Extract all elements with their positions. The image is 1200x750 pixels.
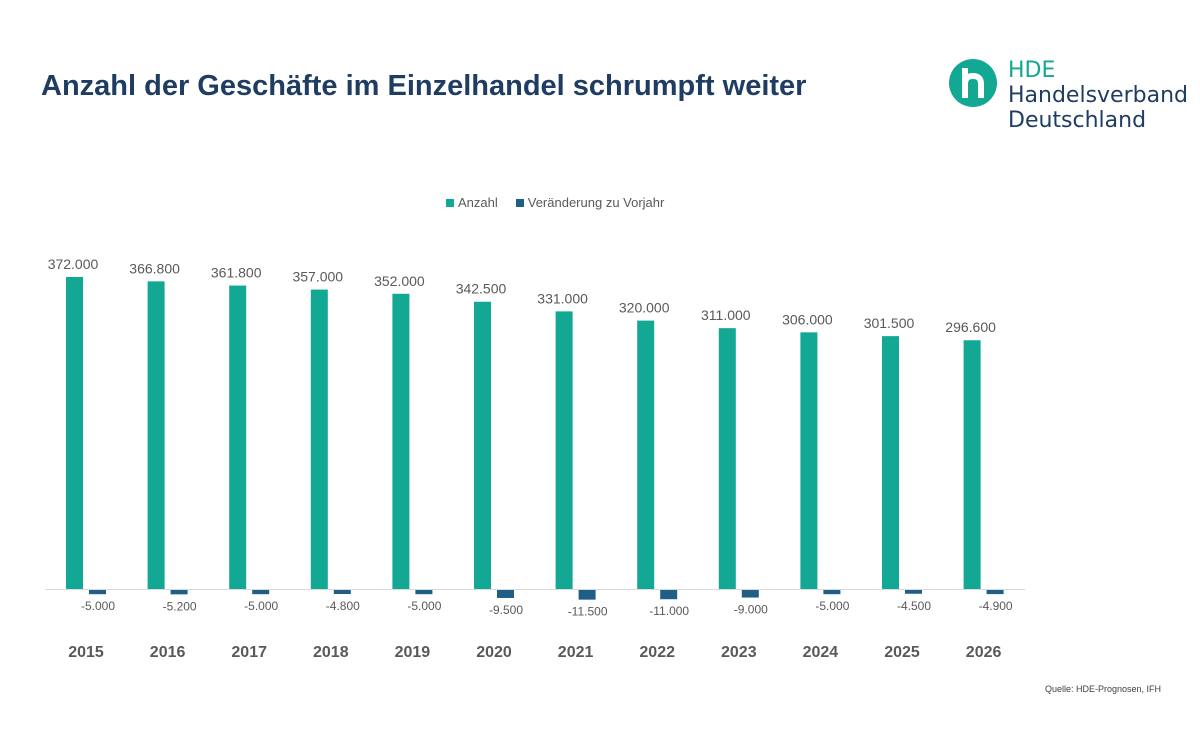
data-label-anzahl: 311.000	[701, 307, 751, 323]
bar-anzahl	[147, 281, 165, 589]
legend: Anzahl Veränderung zu Vorjahr	[446, 195, 664, 210]
data-label-anzahl: 320.000	[619, 300, 670, 316]
bar-anzahl	[66, 277, 83, 589]
data-label-anzahl: 301.500	[864, 315, 915, 331]
bar-veraenderung	[660, 590, 678, 600]
legend-item-anzahl: Anzahl	[446, 195, 498, 210]
hde-logo-icon	[949, 59, 997, 107]
legend-swatch	[515, 198, 524, 207]
bar-veraenderung	[415, 590, 433, 595]
legend-item-veraenderung: Veränderung zu Vorjahr	[515, 195, 665, 210]
chart-title: Anzahl der Geschäfte im Einzelhandel sch…	[41, 70, 807, 102]
data-label-anzahl: 361.800	[211, 265, 262, 281]
data-label-veraenderung: -5.000	[244, 599, 278, 613]
bar-veraenderung	[578, 590, 596, 600]
x-tick-label: 2022	[639, 644, 675, 661]
bar-veraenderung	[986, 590, 1004, 595]
bar-veraenderung	[333, 590, 351, 595]
data-label-veraenderung: -4.900	[979, 599, 1013, 613]
x-tick-label: 2025	[884, 644, 920, 661]
data-label-anzahl: 366.800	[129, 260, 180, 276]
x-tick-label: 2018	[313, 644, 349, 661]
x-tick-label: 2015	[68, 644, 104, 661]
data-label-anzahl: 352.000	[374, 273, 425, 289]
x-tick-label: 2017	[231, 644, 267, 661]
data-label-anzahl: 342.500	[456, 281, 507, 297]
bar-anzahl	[800, 332, 818, 589]
legend-swatch	[446, 198, 454, 207]
bar-veraenderung	[497, 590, 514, 598]
bar-veraenderung	[741, 590, 759, 598]
data-label-veraenderung: -11.000	[649, 604, 689, 618]
data-label-veraenderung: -5.000	[815, 599, 849, 613]
x-tick-label: 2026	[966, 644, 1002, 661]
legend-label: Anzahl	[458, 195, 498, 210]
logo-line2: Handelsverband	[1008, 83, 1188, 108]
data-label-veraenderung: -5.000	[407, 599, 441, 613]
data-label-veraenderung: -11.500	[568, 605, 608, 619]
data-label-veraenderung: -5.000	[81, 599, 115, 613]
bar-anzahl	[963, 340, 981, 589]
data-label-anzahl: 331.000	[537, 290, 588, 306]
data-label-veraenderung: -4.800	[326, 599, 360, 613]
x-tick-label: 2021	[558, 644, 594, 661]
data-label-anzahl: 357.000	[292, 269, 343, 285]
data-label-anzahl: 296.600	[945, 319, 996, 335]
bar-anzahl	[718, 328, 736, 589]
bar-anzahl	[392, 293, 410, 589]
x-tick-label: 2019	[395, 644, 431, 661]
bar-veraenderung	[905, 590, 922, 594]
x-tick-label: 2020	[476, 644, 512, 661]
logo-hde: HDE	[1008, 58, 1056, 83]
x-tick-label: 2023	[721, 644, 757, 661]
bar-anzahl	[882, 336, 899, 589]
bar-anzahl	[555, 311, 573, 589]
data-label-veraenderung: -4.500	[897, 599, 931, 613]
bar-anzahl	[229, 285, 247, 589]
data-label-anzahl: 372.000	[48, 256, 99, 272]
data-label-veraenderung: -9.000	[734, 603, 768, 617]
logo-text: HDE Handelsverband Deutschland	[1008, 58, 1188, 133]
legend-label: Veränderung zu Vorjahr	[527, 195, 665, 210]
bar-veraenderung	[823, 590, 841, 595]
bar-anzahl	[474, 301, 491, 589]
bar-anzahl	[310, 289, 328, 589]
bar-anzahl	[637, 320, 655, 589]
data-label-veraenderung: -9.500	[489, 603, 523, 617]
data-label-anzahl: 306.000	[782, 311, 833, 327]
bar-veraenderung	[170, 590, 188, 595]
logo-line3: Deutschland	[1008, 108, 1147, 133]
source-note: Quelle: HDE-Prognosen, IFH	[1045, 684, 1162, 694]
bar-veraenderung	[252, 590, 270, 595]
x-tick-label: 2016	[150, 644, 186, 661]
bar-veraenderung	[89, 590, 106, 595]
data-label-veraenderung: -5.200	[163, 599, 197, 613]
x-tick-label: 2024	[803, 644, 839, 661]
